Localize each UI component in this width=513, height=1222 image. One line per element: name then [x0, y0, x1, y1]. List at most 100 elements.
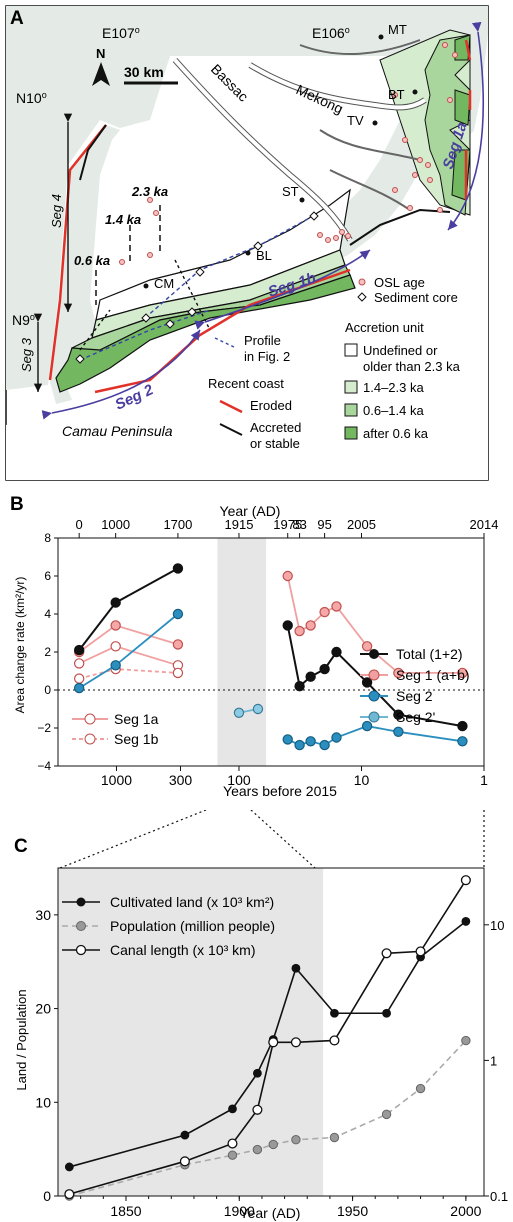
accreted-legend-label: Accreted [250, 420, 301, 435]
b-legend-seg1a: Seg 1a [114, 711, 159, 727]
b-data-point [393, 726, 404, 737]
seg-1a-arrow [447, 21, 485, 231]
b-data-point [457, 736, 468, 747]
unit-14-23-legend-icon [344, 380, 358, 394]
b-legend-seg2prime: Seg 2' [396, 709, 435, 725]
c-canal-point [268, 1037, 279, 1048]
b-data-point [294, 680, 305, 692]
c-population-point [329, 1132, 340, 1143]
north-label: N [96, 46, 105, 61]
c-canal-point [329, 1035, 340, 1046]
b-data-point [233, 707, 245, 718]
b-data-point [457, 720, 468, 732]
c-canal-point [252, 1104, 263, 1115]
place-bt: BT [388, 87, 405, 102]
b-data-point [294, 625, 305, 637]
b-data-point [73, 682, 85, 694]
b-x-tick-label: 300 [169, 772, 193, 788]
lat-n9: N9o [12, 312, 35, 328]
b-data-point [294, 739, 305, 751]
b-top-axis-title: Year (AD) [220, 503, 281, 519]
unit-06-14-legend-label: 0.6–1.4 ka [363, 403, 424, 418]
c-series [64, 875, 471, 1201]
b-y-tick-label: 4 [44, 607, 51, 621]
b-y-tick-label: −4 [37, 759, 51, 773]
c-population-point [381, 1109, 392, 1120]
panel-a-letter: A [10, 8, 24, 29]
b-legend-seg1: Seg 1 (a+b) [396, 667, 470, 683]
chart-c: C 0 10 20 30 1850 1900 1950 2000 0.1 1 10 Land / P… [14, 810, 508, 1221]
b-series-line [78, 567, 179, 651]
delta-lobes-recent [451, 34, 471, 201]
zoom-line-right [250, 810, 316, 869]
b-legend-main: Total (1+2) Seg 1 (a+b) Seg 2 Seg 2' [360, 646, 470, 725]
unit-old-legend-label-2: older than 2.3 ka [363, 359, 461, 374]
b-data-point [282, 620, 293, 631]
c-population-point [268, 1139, 278, 1150]
b-data-point [172, 639, 184, 650]
b-y-axis-title: Area change rate (km²/yr) [13, 577, 27, 714]
place-tv: TV [347, 113, 364, 128]
c-population-point [227, 1150, 238, 1160]
b-x-tick-label: 1 [480, 772, 488, 788]
unit-after06-legend-icon [344, 426, 358, 440]
panel-c-letter: C [14, 836, 28, 857]
accretion-legend-title: Accretion unit [345, 320, 424, 335]
c-canal-point [415, 946, 426, 957]
c-y-tick-label: 10 [35, 1094, 51, 1110]
c-population-point [252, 1144, 263, 1155]
unit-after06-legend-label: after 0.6 ka [363, 426, 429, 441]
c-x-tick-label: 1950 [337, 1203, 368, 1219]
c-x-tick-label: 1900 [224, 1203, 255, 1219]
c-land-line [69, 920, 467, 1168]
b-top-tick-label: 1975 [273, 517, 302, 532]
b-top-tick-label: 1000 [101, 517, 130, 532]
place-cm: CM [154, 276, 174, 291]
c-canal-point [381, 948, 392, 959]
b-y-tick-label: 8 [44, 531, 51, 545]
seg-4-label: Seg 4 [49, 194, 64, 228]
b-data-point [457, 667, 468, 679]
seg-2-arrow [41, 329, 201, 420]
osl-legend-label: OSL age [374, 275, 425, 290]
b-data-point [282, 734, 293, 745]
b-data-point [305, 671, 316, 682]
c-population-point [461, 1035, 471, 1046]
c-y2-tick-label: 10 [490, 918, 504, 933]
b-data-point [110, 620, 121, 631]
c-shaded-band [58, 868, 324, 1196]
age-0-6: 0.6 ka [74, 253, 110, 268]
c-land-point [180, 1130, 190, 1140]
sea-area [6, 35, 488, 480]
b-shaded-band [217, 538, 267, 766]
b-data-point [305, 620, 316, 631]
place-mt: MT [388, 22, 407, 37]
c-land-point [330, 1008, 339, 1018]
c-population-line [69, 1040, 467, 1197]
c-x-tick-label: 2000 [450, 1203, 481, 1219]
b-y-tick-label: 0 [44, 683, 51, 697]
c-legend-population: Population (million people) [110, 918, 275, 934]
c-canal-line [69, 879, 467, 1195]
b-data-point [110, 597, 121, 608]
b-series [73, 563, 468, 751]
c-x-axis-title: Year (AD) [240, 1205, 301, 1221]
camau-peninsula-label: Camau Peninsula [62, 423, 173, 439]
profile-legend-label-2: in Fig. 2 [244, 349, 290, 364]
b-top-tick-label: 1700 [163, 517, 192, 532]
scale-label: 30 km [124, 64, 164, 80]
place-bl: BL [256, 248, 272, 263]
c-y-tick-label: 20 [35, 1001, 51, 1017]
lat-n10: N10o [16, 90, 47, 106]
age-2-3: 2.3 ka [131, 184, 168, 199]
b-y-tick-label: 6 [44, 569, 51, 583]
b-top-tick-label: 95 [317, 517, 331, 532]
b-top-tick-label: 2014 [470, 517, 499, 532]
b-data-point [172, 608, 184, 620]
land-west [6, 56, 170, 390]
c-land-point [461, 917, 471, 926]
b-data-point [319, 663, 330, 675]
c-x-tick-label: 1850 [110, 1203, 141, 1219]
c-legend: Cultivated land (x 10³ km²) Population (… [62, 894, 275, 958]
